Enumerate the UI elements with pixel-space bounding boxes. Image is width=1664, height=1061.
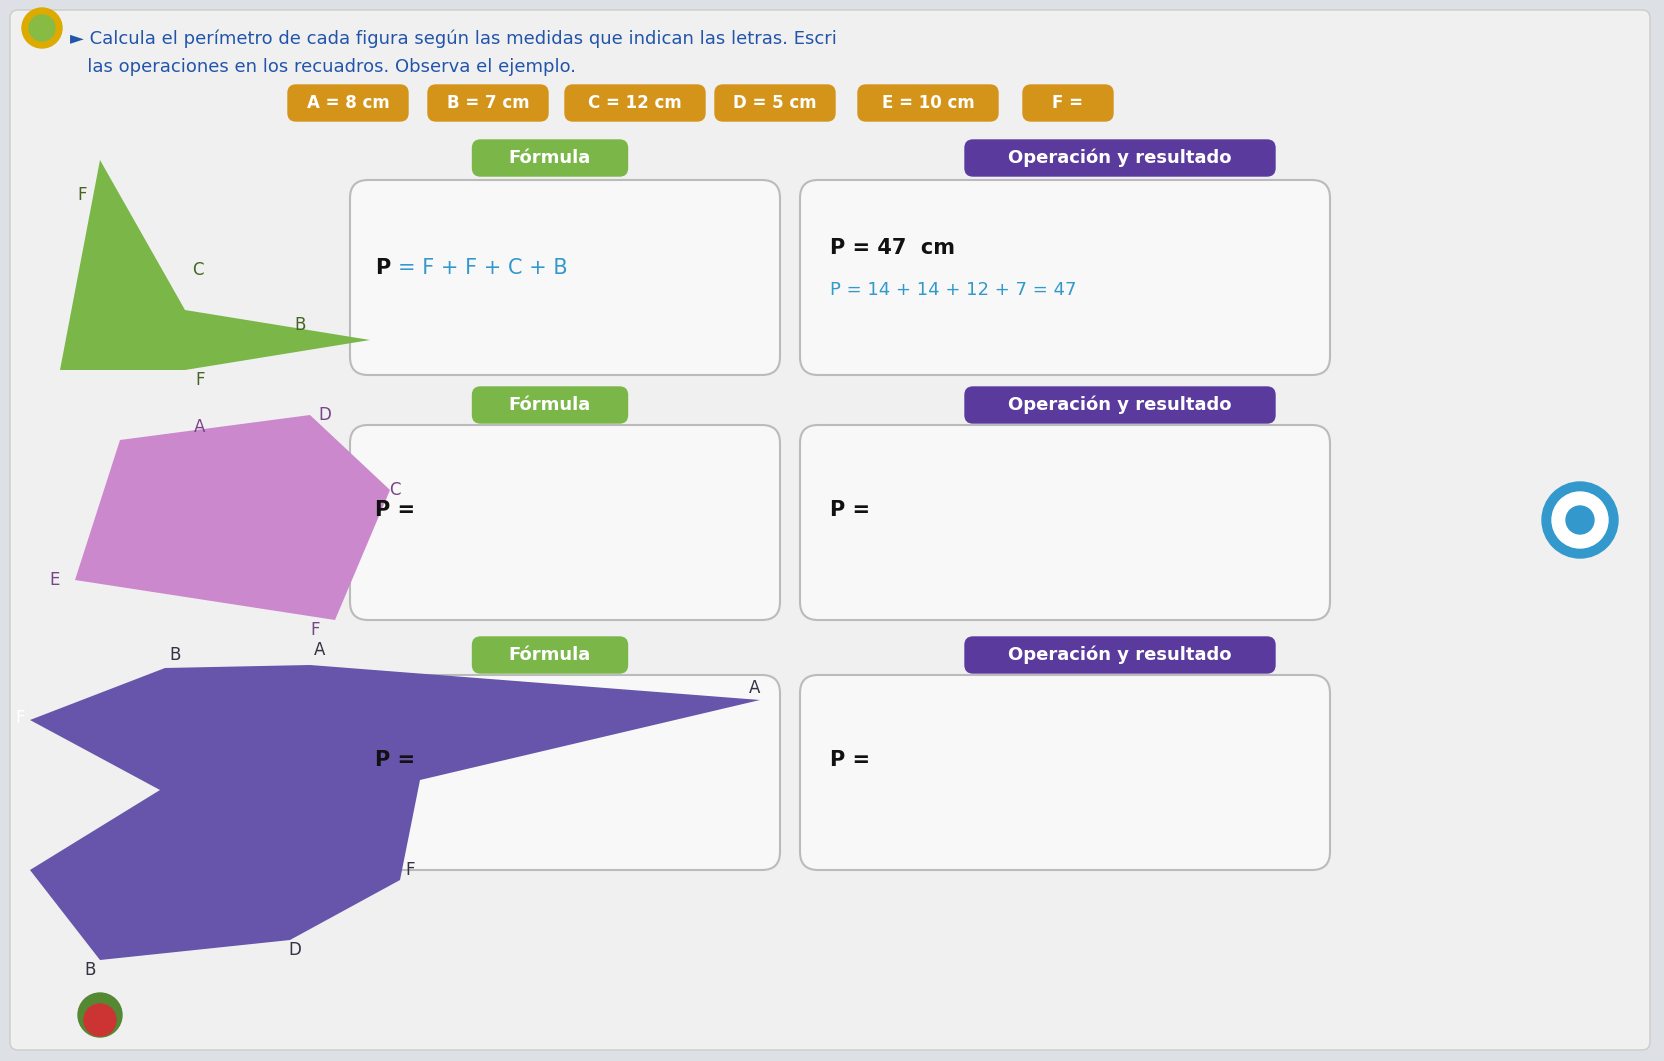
Text: Operación y resultado: Operación y resultado xyxy=(1008,396,1231,414)
Text: B = 7 cm: B = 7 cm xyxy=(446,94,529,112)
FancyBboxPatch shape xyxy=(473,140,627,176)
Text: F: F xyxy=(195,371,205,389)
FancyBboxPatch shape xyxy=(473,637,627,673)
Text: B: B xyxy=(85,961,97,979)
FancyBboxPatch shape xyxy=(800,675,1330,870)
Text: Fórmula: Fórmula xyxy=(509,149,591,167)
Text: C: C xyxy=(193,261,203,279)
Text: B: B xyxy=(295,316,306,334)
Text: las operaciones en los recuadros. Observa el ejemplo.: las operaciones en los recuadros. Observ… xyxy=(70,58,576,76)
Text: F: F xyxy=(406,860,414,879)
Text: D: D xyxy=(288,941,301,959)
Text: P =: P = xyxy=(830,500,870,520)
Text: A: A xyxy=(749,679,760,697)
FancyBboxPatch shape xyxy=(349,180,780,375)
Text: Operación y resultado: Operación y resultado xyxy=(1008,646,1231,664)
Polygon shape xyxy=(30,665,760,960)
FancyBboxPatch shape xyxy=(965,387,1275,423)
Text: E: E xyxy=(50,571,60,589)
Circle shape xyxy=(78,993,121,1037)
FancyBboxPatch shape xyxy=(800,180,1330,375)
FancyBboxPatch shape xyxy=(716,85,835,121)
FancyBboxPatch shape xyxy=(566,85,706,121)
Text: P =: P = xyxy=(374,500,414,520)
Text: E = 10 cm: E = 10 cm xyxy=(882,94,975,112)
Text: = F + F + C + B: = F + F + C + B xyxy=(398,258,567,278)
Polygon shape xyxy=(75,415,389,620)
FancyBboxPatch shape xyxy=(428,85,547,121)
Text: A = 8 cm: A = 8 cm xyxy=(306,94,389,112)
FancyBboxPatch shape xyxy=(349,675,780,870)
Text: F: F xyxy=(310,621,319,639)
Circle shape xyxy=(22,8,62,48)
Text: P =: P = xyxy=(830,750,870,770)
Polygon shape xyxy=(60,160,369,370)
FancyBboxPatch shape xyxy=(473,387,627,423)
Text: B: B xyxy=(170,646,181,664)
Text: ► Calcula el perímetro de cada figura según las medidas que indican las letras. : ► Calcula el perímetro de cada figura se… xyxy=(70,30,837,49)
FancyBboxPatch shape xyxy=(349,425,780,620)
FancyBboxPatch shape xyxy=(288,85,408,121)
Text: F: F xyxy=(15,709,25,727)
FancyBboxPatch shape xyxy=(965,637,1275,673)
Text: D = 5 cm: D = 5 cm xyxy=(734,94,817,112)
Text: Fórmula: Fórmula xyxy=(509,396,591,414)
Circle shape xyxy=(1566,506,1594,534)
FancyBboxPatch shape xyxy=(859,85,998,121)
Text: P = 47  cm: P = 47 cm xyxy=(830,238,955,258)
Text: P = 14 + 14 + 12 + 7 = 47: P = 14 + 14 + 12 + 7 = 47 xyxy=(830,281,1077,299)
Text: F =: F = xyxy=(1053,94,1083,112)
FancyBboxPatch shape xyxy=(800,425,1330,620)
Text: A: A xyxy=(314,641,326,659)
Text: A: A xyxy=(195,418,206,436)
FancyBboxPatch shape xyxy=(1023,85,1113,121)
Text: Fórmula: Fórmula xyxy=(509,646,591,664)
Text: Operación y resultado: Operación y resultado xyxy=(1008,149,1231,168)
Text: C = 12 cm: C = 12 cm xyxy=(587,94,682,112)
Circle shape xyxy=(83,1004,116,1036)
Text: P: P xyxy=(374,258,391,278)
Text: C: C xyxy=(389,481,401,499)
Circle shape xyxy=(28,15,55,41)
Circle shape xyxy=(1553,492,1607,547)
FancyBboxPatch shape xyxy=(10,10,1651,1050)
Circle shape xyxy=(1543,482,1617,558)
Text: F: F xyxy=(77,186,87,204)
FancyBboxPatch shape xyxy=(965,140,1275,176)
Text: D: D xyxy=(318,406,331,424)
Text: P =: P = xyxy=(374,750,414,770)
